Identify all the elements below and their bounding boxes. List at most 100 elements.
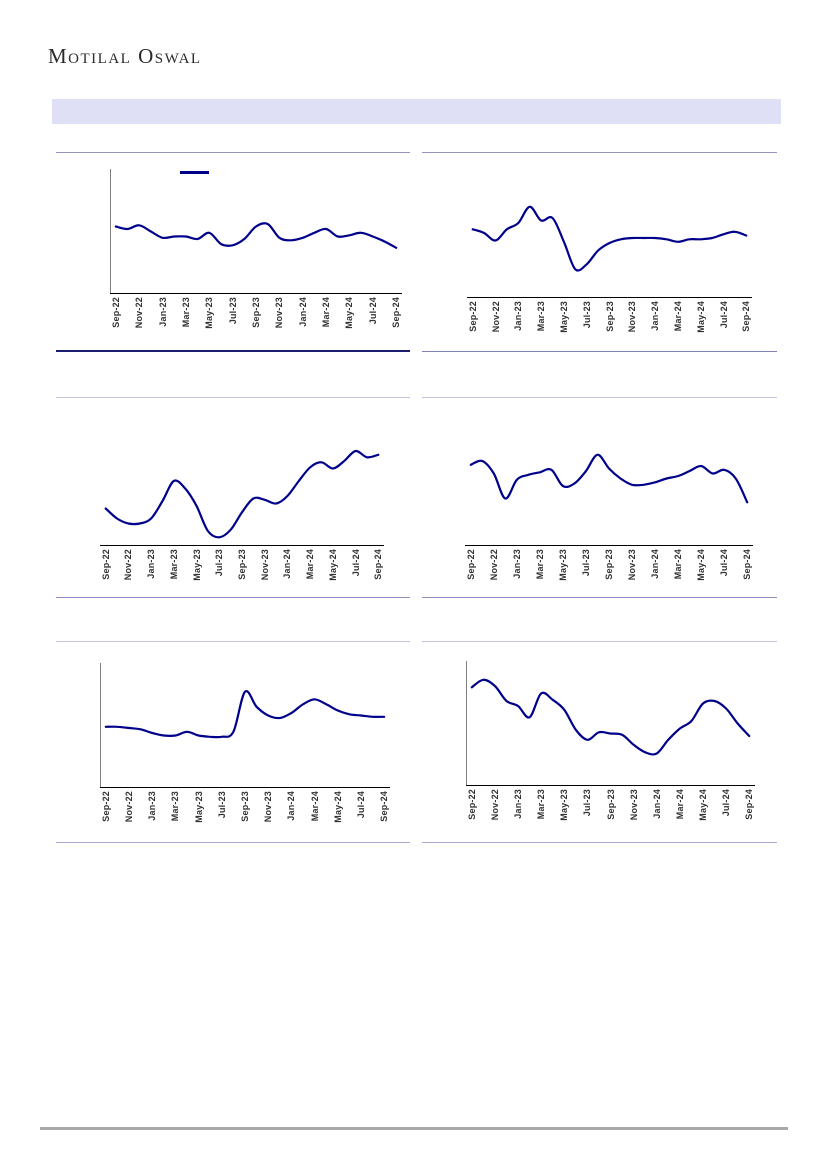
x-tick-label: Jan-23 [157,297,168,327]
x-tick-label: Mar-23 [536,301,547,332]
x-tick-label: Mar-24 [674,789,685,820]
x-tick-label: Jul-24 [356,791,366,819]
x-tick-label: Jan-23 [513,789,524,819]
x-tick-label: Sep-23 [604,301,615,332]
x-tick-label: Nov-22 [488,549,499,581]
series-line [104,449,380,539]
series-line [114,222,398,249]
x-tick-label: Jan-23 [513,301,524,331]
x-tick-label: Sep-24 [373,549,384,580]
x-tick-label: Sep-23 [605,789,616,820]
x-tick-label: Mar-23 [180,297,191,328]
x-tick-label: Nov-22 [123,549,134,581]
x-tick-label: Sep-22 [110,297,121,328]
x-tick-label: May-23 [204,297,215,329]
x-tick-label: Sep-22 [100,791,111,822]
x-tick-label: May-24 [695,301,706,333]
series-line [470,678,751,756]
x-tick-label: Jan-24 [286,791,297,821]
series-line-svg [104,449,380,539]
x-tick-label: Nov-22 [489,789,500,821]
x-tick-label: May-23 [193,791,204,823]
legend-dash [180,171,209,174]
x-tick-label: Jul-24 [719,549,730,577]
x-tick-label: May-24 [697,789,708,821]
x-tick-label: May-24 [344,297,355,329]
x-tick-label: Jan-24 [282,549,293,579]
x-tick-label: Jul-24 [718,301,729,329]
x-tick-label: Jul-23 [216,791,227,819]
chart-mid-left: Sep-22 Nov-22 Jan-23 Mar-23 May-23 Jul-23 Sep-… [56,397,410,598]
series-line [471,205,748,272]
x-tick-label: Sep-23 [240,791,250,822]
x-tick-label: Mar-23 [536,789,547,820]
x-tick-label: Nov-23 [274,297,285,329]
y-axis [466,661,467,786]
plot-area: Sep-22 Nov-22 Jan-23 Mar-23 May-23 Jul-23 Sep-… [466,661,755,821]
x-tick-label: Mar-24 [673,549,684,580]
x-tick-label: Jan-24 [650,301,661,331]
chart-bottom-right: Sep-22 Nov-22 Jan-23 Mar-23 May-23 Jul-23 Sep-… [422,641,777,843]
x-tick-label: May-23 [191,549,202,581]
brand-logo: Motilal Oswal [48,44,202,68]
x-tick-label: Sep-24 [391,297,402,328]
x-axis-labels: Sep-22 Nov-22 Jan-23 Mar-23 May-23 Jul-23 Sep-… [110,294,402,346]
x-tick-label: Nov-22 [124,791,134,823]
x-tick-label: Nov-22 [134,297,145,329]
plot-area: Sep-22 Nov-22 Jan-23 Mar-23 May-23 Jul-23 Sep-… [465,421,753,581]
plot-area: Sep-22 Nov-22 Jan-23 Mar-23 May-23 Jul-23 Sep-… [467,173,752,333]
x-tick-label: Jan-24 [651,789,662,819]
x-tick-label: Mar-24 [305,549,316,580]
x-tick-label: Jan-24 [650,549,661,579]
x-tick-label: May-24 [327,549,338,581]
x-tick-label: May-24 [332,791,343,823]
x-tick-label: Sep-24 [744,789,755,820]
x-tick-label: Jul-23 [581,301,592,329]
series-line-svg [470,678,751,756]
x-tick-label: May-24 [696,549,707,581]
x-axis-labels: Sep-22 Nov-22 Jan-23 Mar-23 May-23 Jul-23 Sep-… [467,298,752,350]
x-tick-label: Sep-22 [466,789,477,820]
x-tick-label: Mar-24 [309,791,320,822]
title-banner [52,99,781,124]
x-tick-label: Sep-24 [379,791,390,822]
x-axis [466,785,755,786]
x-tick-label: Nov-23 [628,789,639,821]
chart-bottom-left: Sep-22 Nov-22 Jan-23 Mar-23 May-23 Jul-23 Sep-… [56,641,410,843]
plot-area: Sep-22 Nov-22 Jan-23 Mar-23 May-23 Jul-23 Sep-… [100,663,390,823]
x-tick-label: Jan-23 [146,549,157,579]
x-axis [110,293,402,294]
x-tick-label: Sep-23 [237,549,247,580]
x-tick-label: May-23 [557,549,568,581]
series-line-svg [114,222,398,249]
chart-mid-right: Sep-22 Nov-22 Jan-23 Mar-23 May-23 Jul-23 Sep-… [422,397,777,598]
series-line [104,689,386,739]
x-tick-label: Jan-23 [147,791,158,821]
series-line [469,453,749,504]
x-tick-label: Jul-23 [582,789,593,817]
x-axis-labels: Sep-22 Nov-22 Jan-23 Mar-23 May-23 Jul-23 Sep-… [465,546,753,598]
plot-area: Sep-22 Nov-22 Jan-23 Mar-23 May-23 Jul-23 Sep-… [110,169,402,329]
x-axis [100,545,384,546]
x-tick-label: Jul-23 [227,297,238,325]
x-axis-labels: Sep-22 Nov-22 Jan-23 Mar-23 May-23 Jul-23 Sep-… [466,786,755,838]
x-tick-label: Jul-24 [367,297,378,325]
series-line-svg [104,689,386,739]
x-tick-label: Mar-24 [321,297,332,328]
x-tick-label: Jul-24 [721,789,732,817]
x-tick-label: Jan-23 [511,549,522,579]
x-tick-label: Nov-23 [627,301,638,333]
x-tick-label: Sep-24 [742,549,753,580]
series-line-svg [471,205,748,272]
x-tick-label: Nov-23 [263,791,274,823]
x-tick-label: Mar-23 [170,791,181,822]
x-tick-label: Sep-22 [467,301,478,332]
x-tick-label: Nov-22 [490,301,501,333]
x-tick-label: Jul-23 [580,549,591,577]
series-line-svg [469,453,749,504]
x-tick-label: Jul-24 [350,549,361,577]
x-tick-label: Jul-23 [214,549,225,577]
x-tick-label: Nov-23 [259,549,270,581]
x-axis [467,297,752,298]
